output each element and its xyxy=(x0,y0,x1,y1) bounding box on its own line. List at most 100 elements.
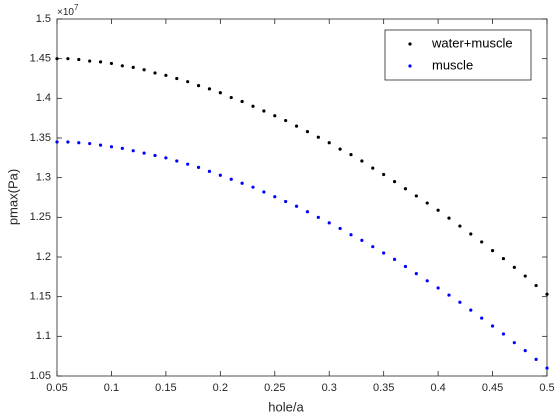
point xyxy=(305,130,310,134)
point xyxy=(327,221,331,225)
legend-label: water+muscle xyxy=(431,35,513,50)
y-axis-label: pmax(Pa) xyxy=(5,169,20,225)
point xyxy=(545,366,549,370)
point xyxy=(305,210,310,214)
point xyxy=(512,341,516,345)
point xyxy=(109,61,114,66)
y-tick-label: 1.05 xyxy=(30,370,51,382)
point xyxy=(458,224,462,228)
x-tick-label: 0.5 xyxy=(539,382,554,394)
point xyxy=(403,187,408,191)
point xyxy=(153,71,157,75)
point xyxy=(469,308,473,312)
point xyxy=(175,76,179,81)
point xyxy=(164,156,168,160)
y-tick-label: 1.45 xyxy=(30,53,51,65)
point xyxy=(523,274,527,278)
y-tick-label: 1.3 xyxy=(36,172,51,184)
point xyxy=(98,60,103,64)
point xyxy=(349,233,353,237)
x-tick-label: 0.35 xyxy=(373,382,394,394)
point xyxy=(120,64,124,68)
point xyxy=(251,185,255,189)
point xyxy=(240,99,244,104)
point xyxy=(534,283,538,288)
point xyxy=(218,91,222,95)
point xyxy=(66,140,70,144)
point xyxy=(523,349,527,353)
y-exponent-power: 7 xyxy=(74,3,79,12)
point xyxy=(153,153,157,158)
point xyxy=(55,57,59,61)
point xyxy=(55,140,59,144)
point xyxy=(262,190,266,194)
point xyxy=(186,80,190,84)
legend-box xyxy=(384,29,532,81)
point xyxy=(480,316,484,320)
point xyxy=(338,226,342,231)
point xyxy=(284,118,288,123)
point xyxy=(273,114,277,118)
point xyxy=(414,194,418,198)
point xyxy=(207,87,212,91)
point xyxy=(501,332,506,336)
point xyxy=(360,159,364,163)
point xyxy=(251,104,255,108)
point xyxy=(382,251,386,255)
y-tick-label: 1.25 xyxy=(30,211,51,223)
point xyxy=(294,124,299,128)
point xyxy=(534,357,538,361)
point xyxy=(284,199,288,204)
point xyxy=(66,57,70,61)
y-exponent: ×107 xyxy=(57,3,79,18)
x-tick-label: 0.2 xyxy=(213,382,228,394)
x-axis-label: hole/a xyxy=(268,399,304,414)
point xyxy=(371,166,375,170)
y-tick-label: 1.15 xyxy=(30,291,51,303)
point xyxy=(425,279,429,283)
point xyxy=(490,324,495,328)
y-tick-label: 1.5 xyxy=(36,13,51,25)
point xyxy=(196,165,201,169)
legend-marker xyxy=(408,42,412,46)
point xyxy=(229,177,233,181)
x-tick-label: 0.15 xyxy=(155,382,176,394)
point xyxy=(175,159,179,163)
point xyxy=(490,249,495,253)
point xyxy=(109,145,114,149)
point xyxy=(88,141,92,146)
point xyxy=(327,141,331,145)
point xyxy=(501,256,506,261)
point xyxy=(425,201,429,205)
point xyxy=(392,180,397,184)
point xyxy=(458,300,462,304)
point xyxy=(98,143,103,147)
point xyxy=(262,109,266,113)
point xyxy=(371,245,375,249)
x-tick-label: 0.4 xyxy=(430,382,445,394)
point xyxy=(77,141,81,145)
point xyxy=(131,65,135,69)
point xyxy=(142,68,146,72)
point xyxy=(447,216,451,220)
point xyxy=(436,208,440,212)
point xyxy=(273,195,277,199)
y-tick-label: 1.35 xyxy=(30,132,51,144)
y-exponent-base: ×10 xyxy=(57,7,74,18)
point xyxy=(294,204,299,208)
y-tick-label: 1.2 xyxy=(36,251,51,263)
legend-label: muscle xyxy=(432,57,473,72)
y-tick-label: 1.4 xyxy=(36,92,51,104)
point xyxy=(196,84,201,88)
point xyxy=(316,215,320,219)
point xyxy=(142,151,146,155)
point xyxy=(414,272,418,276)
point xyxy=(240,181,244,185)
x-tick-label: 0.1 xyxy=(104,382,119,394)
point xyxy=(545,292,549,296)
point xyxy=(186,162,190,166)
legend-marker xyxy=(408,64,412,68)
point xyxy=(338,147,342,151)
point xyxy=(316,135,320,139)
